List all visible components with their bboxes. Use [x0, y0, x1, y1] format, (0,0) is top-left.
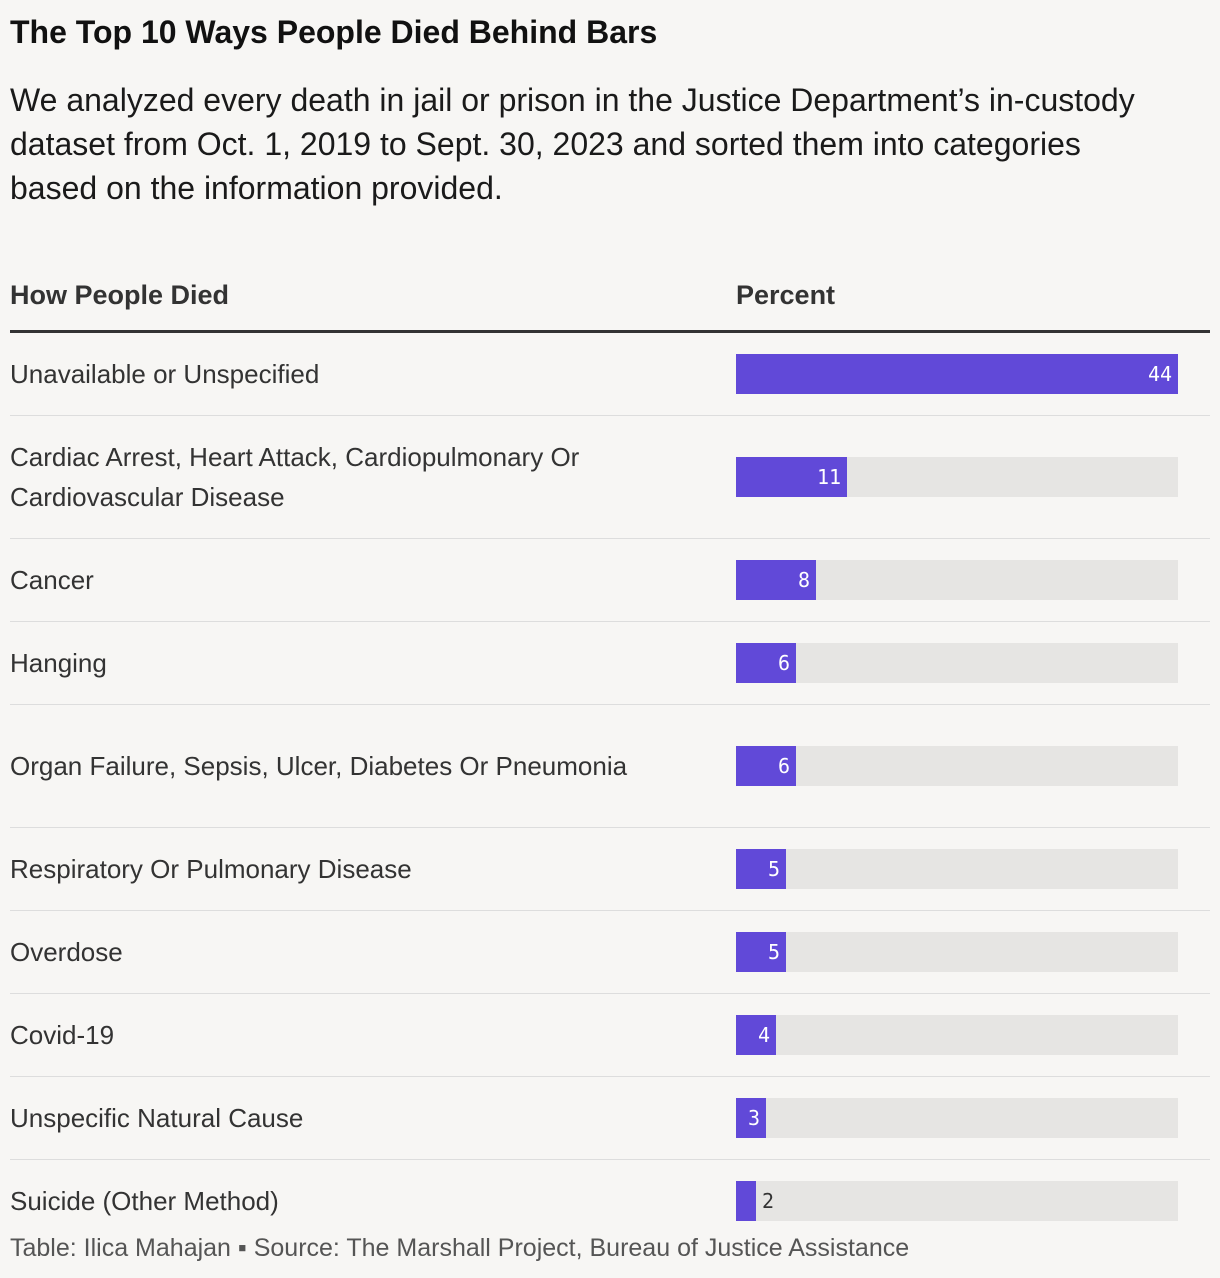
cause-label: Covid-19: [10, 1020, 115, 1050]
bar-value-label: 6: [778, 754, 791, 778]
bar: [736, 643, 796, 683]
table-row: Suicide (Other Method) 2: [10, 1160, 1210, 1242]
bar: [736, 1015, 776, 1055]
bar: [736, 932, 786, 972]
bar-track: 5: [736, 932, 1178, 972]
bar-track: 2: [736, 1181, 1178, 1221]
bar-value-label: 44: [1148, 362, 1173, 386]
bar: [736, 849, 786, 889]
cause-label: Unavailable or Unspecified: [10, 359, 320, 389]
table-header: How People Died Percent: [10, 280, 1210, 333]
cause-label: Unspecific Natural Cause: [10, 1103, 304, 1133]
bar-track: 3: [736, 1098, 1178, 1138]
source-credit: Table: Ilica Mahajan ▪ Source: The Marsh…: [10, 1234, 910, 1262]
bar-track: 5: [736, 849, 1178, 889]
bar-value-label: 4: [758, 1023, 771, 1047]
bar-value-label: 6: [778, 651, 791, 675]
bar-track: 4: [736, 1015, 1178, 1055]
chart-subtitle: We analyzed every death in jail or priso…: [10, 82, 1135, 206]
bar-track: 6: [736, 746, 1178, 786]
table-row: Cancer 8: [10, 539, 1210, 622]
bar-value-label: 2: [762, 1189, 775, 1213]
table-row: Unavailable or Unspecified 44: [10, 333, 1210, 416]
chart-title: The Top 10 Ways People Died Behind Bars: [10, 14, 658, 50]
bar: [736, 746, 796, 786]
cause-label: Suicide (Other Method): [10, 1186, 279, 1216]
table-row: Unspecific Natural Cause 3: [10, 1077, 1210, 1160]
table-row: Organ Failure, Sepsis, Ulcer, Diabetes O…: [10, 705, 1210, 828]
bar: [736, 354, 1178, 394]
bar: [736, 457, 847, 497]
bar: [736, 560, 816, 600]
bar-value-label: 5: [768, 940, 781, 964]
bar-track: 11: [736, 457, 1178, 497]
column-header-percent: Percent: [736, 280, 836, 310]
cause-label: Organ Failure, Sepsis, Ulcer, Diabetes O…: [10, 751, 628, 781]
bar-track: 44: [736, 354, 1178, 394]
cause-label: Cancer: [10, 565, 94, 595]
table-row: Hanging 6: [10, 622, 1210, 705]
table-row: Covid-19 4: [10, 994, 1210, 1077]
bar-value-label: 11: [817, 465, 842, 489]
bar: [736, 1098, 766, 1138]
table-row: Overdose 5: [10, 911, 1210, 994]
cause-label: Cardiac Arrest, Heart Attack, Cardiopulm…: [10, 442, 580, 512]
bar-track: 6: [736, 643, 1178, 683]
cause-label: Hanging: [10, 648, 107, 678]
table-body: Unavailable or Unspecified 44 Cardiac Arre…: [10, 333, 1210, 1242]
cause-label: Overdose: [10, 937, 123, 967]
bar-track: 8: [736, 560, 1178, 600]
bar-value-label: 8: [798, 568, 811, 592]
table-row: Cardiac Arrest, Heart Attack, Cardiopulm…: [10, 416, 1210, 539]
column-header-cause: How People Died: [10, 280, 230, 310]
table-row: Respiratory Or Pulmonary Disease 5: [10, 828, 1210, 911]
bar: [736, 1181, 756, 1221]
bar-value-label: 5: [768, 857, 781, 881]
cause-label: Respiratory Or Pulmonary Disease: [10, 854, 412, 884]
bar-value-label: 3: [748, 1106, 761, 1130]
